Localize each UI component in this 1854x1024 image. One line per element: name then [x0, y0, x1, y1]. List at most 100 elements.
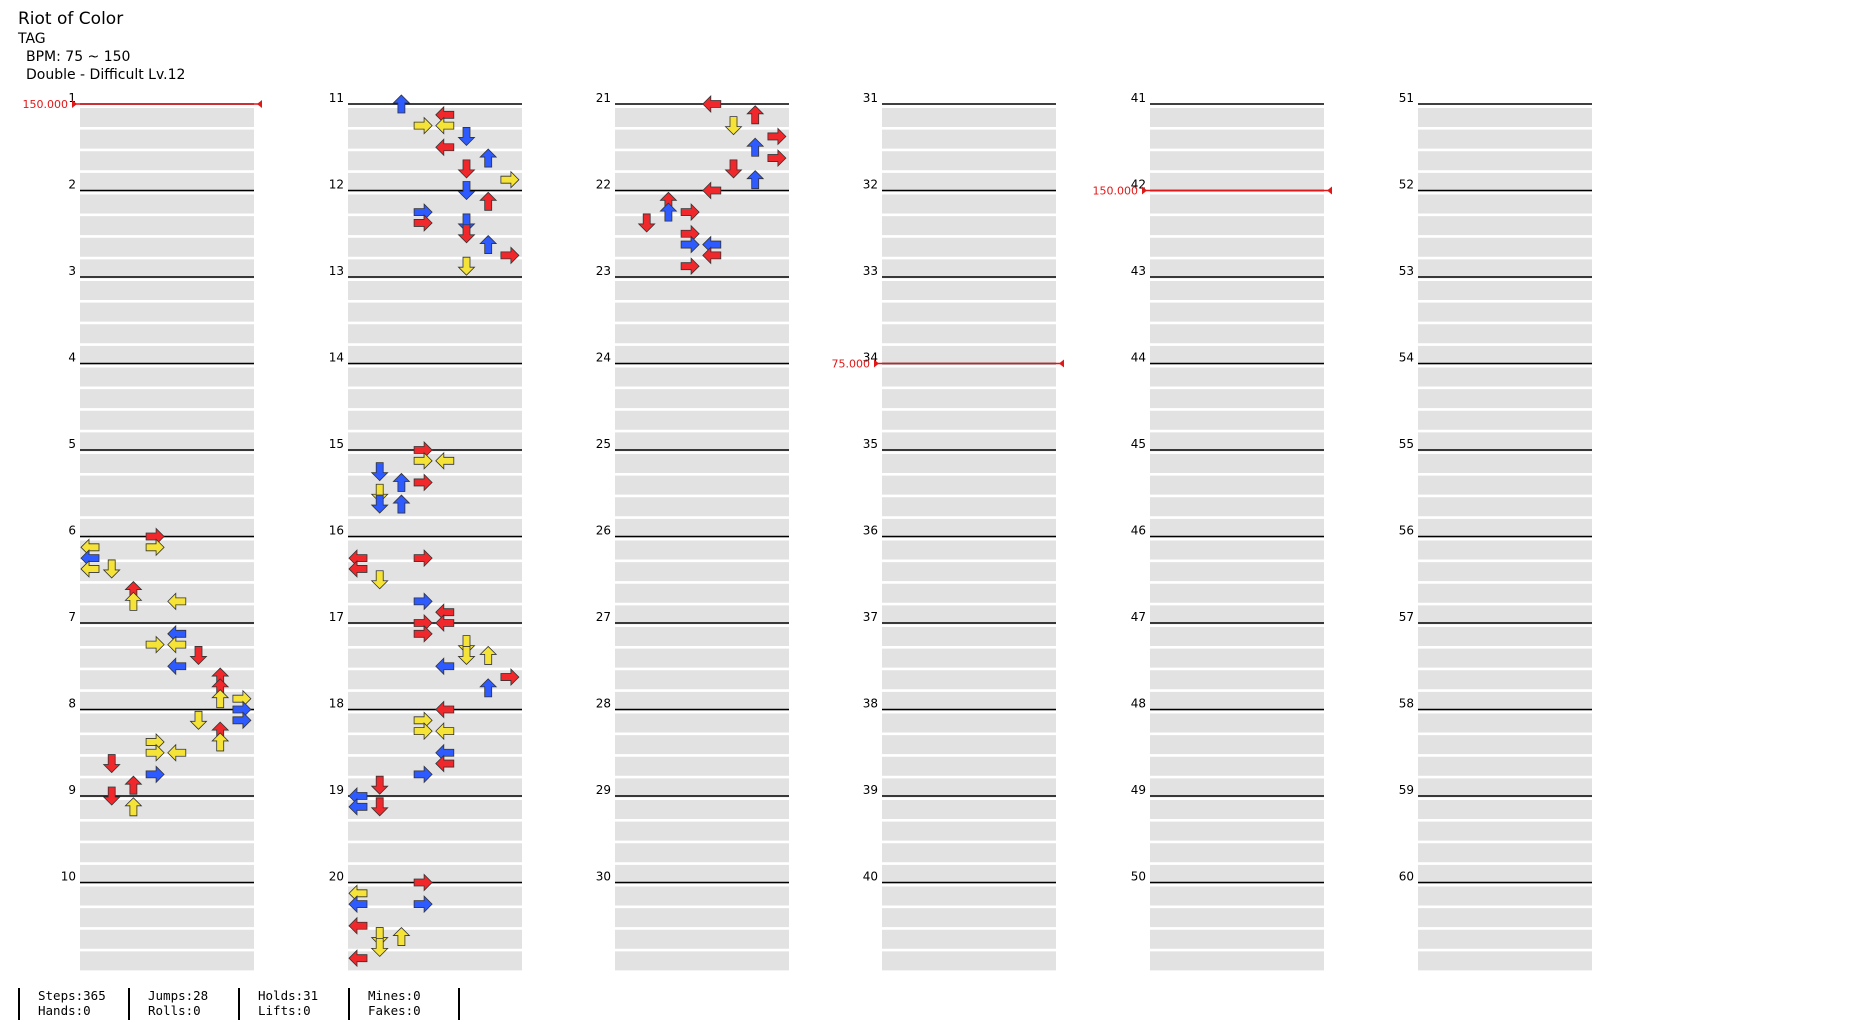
arrow-left-icon	[435, 451, 455, 470]
lane-band	[1150, 237, 1324, 257]
lane-band	[882, 432, 1056, 452]
lane-band	[882, 821, 1056, 841]
measure-number: 41	[1131, 91, 1146, 105]
lane-band	[1150, 929, 1324, 949]
lane-band	[1150, 454, 1324, 473]
measure-number: 40	[863, 870, 878, 884]
measure-number: 51	[1399, 91, 1414, 105]
lane-band	[348, 800, 522, 819]
measure-number: 13	[329, 264, 344, 278]
arrow-down-icon	[724, 116, 743, 136]
lane-band	[348, 237, 522, 257]
lane-band	[80, 497, 254, 517]
lane-band	[882, 497, 1056, 517]
lane-band	[1418, 497, 1592, 517]
lane-band	[80, 605, 254, 625]
measure-number: 4	[68, 351, 76, 365]
lane-band	[1150, 735, 1324, 755]
measure-number: 53	[1399, 264, 1414, 278]
lane-band	[1150, 432, 1324, 452]
lane-band	[80, 929, 254, 949]
lane-band	[348, 518, 522, 538]
lane-band	[615, 864, 789, 884]
lane-band	[615, 756, 789, 776]
lane-band	[882, 886, 1056, 906]
lane-band	[1418, 454, 1592, 473]
lane-band	[1150, 194, 1324, 214]
lane-band	[80, 324, 254, 344]
lane-band	[1418, 627, 1592, 646]
lane-band	[615, 886, 789, 906]
lane-band	[1418, 583, 1592, 603]
lane-band	[882, 410, 1056, 430]
lane-band	[1150, 778, 1324, 798]
arrow-right-icon	[145, 765, 165, 784]
lane-band	[1418, 864, 1592, 884]
arrow-right-icon	[145, 538, 165, 557]
lane-band	[1418, 367, 1592, 387]
measure-number: 60	[1399, 870, 1414, 884]
lane-band	[348, 432, 522, 452]
measure-number: 31	[863, 91, 878, 105]
arrow-right-icon	[413, 895, 433, 914]
measure-number: 59	[1399, 783, 1414, 797]
arrow-right-icon	[680, 203, 700, 222]
lane-band	[80, 713, 254, 733]
lane-band	[348, 302, 522, 322]
lane-band	[348, 454, 522, 473]
lane-band	[882, 454, 1056, 473]
lane-band	[1150, 410, 1324, 430]
lane-band	[882, 627, 1056, 646]
lane-band	[1150, 864, 1324, 884]
lane-band	[348, 151, 522, 171]
lane-band	[615, 821, 789, 841]
lane-band	[80, 778, 254, 798]
lane-band	[80, 562, 254, 582]
measure-number: 39	[863, 783, 878, 797]
arrow-down-icon	[457, 181, 476, 201]
measure-number: 28	[596, 697, 611, 711]
lane-band	[882, 691, 1056, 711]
measure-number: 7	[68, 610, 76, 624]
lane-band	[1418, 648, 1592, 668]
lane-band	[882, 583, 1056, 603]
arrow-up-icon	[124, 797, 143, 817]
lane-band	[882, 843, 1056, 863]
lane-band	[1418, 518, 1592, 538]
arrow-up-icon	[479, 148, 498, 168]
arrow-left-icon	[435, 657, 455, 676]
arrow-left-icon	[80, 559, 100, 578]
lane-band	[882, 367, 1056, 387]
measure-number: 6	[68, 524, 76, 538]
bpm-change-label: 75.000	[832, 358, 871, 371]
stat-group-jumps: Jumps:28 Rolls:0	[128, 988, 238, 1020]
lane-band	[615, 259, 789, 279]
lane-band	[348, 129, 522, 149]
arrow-down-icon	[370, 494, 389, 514]
lane-band	[882, 194, 1056, 214]
lane-band	[615, 951, 789, 971]
chart-header: Riot of Color TAG BPM: 75 ~ 150 Double -…	[18, 8, 185, 84]
arrow-left-icon	[435, 138, 455, 157]
arrow-right-icon	[145, 635, 165, 654]
lane-band	[882, 518, 1056, 538]
lane-band	[615, 129, 789, 149]
bpm-marker-left	[72, 100, 77, 108]
lane-band	[615, 194, 789, 214]
arrow-down-icon	[457, 127, 476, 147]
steps-count: Steps:365	[38, 988, 106, 1003]
lane-band	[1418, 324, 1592, 344]
lane-band	[1418, 691, 1592, 711]
arrow-left-icon	[435, 116, 455, 135]
lane-band	[80, 216, 254, 236]
lane-band	[80, 735, 254, 755]
lane-band	[615, 562, 789, 582]
lane-band	[882, 108, 1056, 127]
arrow-down-icon	[457, 635, 476, 655]
bpm-change-label: 150.000	[23, 98, 69, 111]
lane-band	[615, 237, 789, 257]
arrow-up-icon	[211, 732, 230, 752]
lane-band	[80, 800, 254, 819]
arrow-left-icon	[435, 722, 455, 741]
arrow-right-icon	[413, 213, 433, 232]
